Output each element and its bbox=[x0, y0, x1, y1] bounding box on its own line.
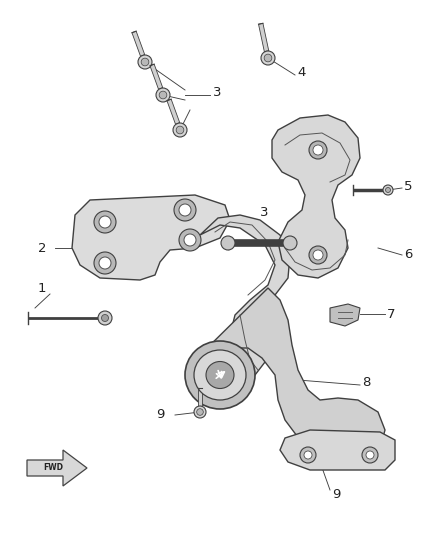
Circle shape bbox=[300, 447, 316, 463]
Polygon shape bbox=[330, 304, 360, 326]
Ellipse shape bbox=[206, 361, 234, 389]
Circle shape bbox=[313, 145, 323, 155]
Polygon shape bbox=[200, 215, 290, 378]
Circle shape bbox=[304, 451, 312, 459]
Circle shape bbox=[362, 447, 378, 463]
Polygon shape bbox=[272, 115, 360, 278]
Circle shape bbox=[261, 51, 275, 65]
Circle shape bbox=[313, 250, 323, 260]
Circle shape bbox=[283, 236, 297, 250]
Circle shape bbox=[99, 257, 111, 269]
Circle shape bbox=[184, 234, 196, 246]
Text: 8: 8 bbox=[362, 376, 371, 390]
Circle shape bbox=[309, 246, 327, 264]
Ellipse shape bbox=[185, 341, 255, 409]
Circle shape bbox=[264, 54, 272, 62]
Circle shape bbox=[102, 314, 109, 321]
Text: 3: 3 bbox=[260, 206, 268, 220]
Text: 6: 6 bbox=[404, 248, 412, 262]
Text: 9: 9 bbox=[156, 408, 164, 422]
Circle shape bbox=[194, 406, 206, 418]
Polygon shape bbox=[280, 430, 395, 470]
Circle shape bbox=[173, 123, 187, 137]
Circle shape bbox=[221, 236, 235, 250]
Polygon shape bbox=[150, 64, 163, 89]
Text: 3: 3 bbox=[213, 86, 222, 100]
Circle shape bbox=[156, 88, 170, 102]
Circle shape bbox=[197, 409, 203, 415]
Circle shape bbox=[309, 141, 327, 159]
Circle shape bbox=[385, 188, 391, 192]
Polygon shape bbox=[167, 99, 180, 124]
Circle shape bbox=[366, 451, 374, 459]
Circle shape bbox=[176, 126, 184, 134]
Polygon shape bbox=[198, 388, 202, 406]
Text: 9: 9 bbox=[332, 488, 340, 500]
Polygon shape bbox=[258, 23, 269, 52]
Text: 4: 4 bbox=[297, 67, 305, 79]
Text: FWD: FWD bbox=[43, 464, 63, 472]
Ellipse shape bbox=[194, 350, 246, 400]
Text: 1: 1 bbox=[38, 281, 46, 295]
Circle shape bbox=[94, 252, 116, 274]
Circle shape bbox=[179, 204, 191, 216]
Polygon shape bbox=[132, 31, 145, 56]
Circle shape bbox=[94, 211, 116, 233]
Circle shape bbox=[141, 58, 149, 66]
Circle shape bbox=[179, 229, 201, 251]
Polygon shape bbox=[27, 450, 87, 486]
Circle shape bbox=[159, 91, 167, 99]
Circle shape bbox=[99, 216, 111, 228]
Circle shape bbox=[383, 185, 393, 195]
Polygon shape bbox=[195, 288, 385, 460]
Circle shape bbox=[138, 55, 152, 69]
Polygon shape bbox=[72, 195, 230, 280]
Text: 5: 5 bbox=[404, 180, 413, 192]
Circle shape bbox=[98, 311, 112, 325]
Circle shape bbox=[174, 199, 196, 221]
Text: 7: 7 bbox=[387, 308, 396, 320]
Text: 2: 2 bbox=[38, 241, 46, 254]
